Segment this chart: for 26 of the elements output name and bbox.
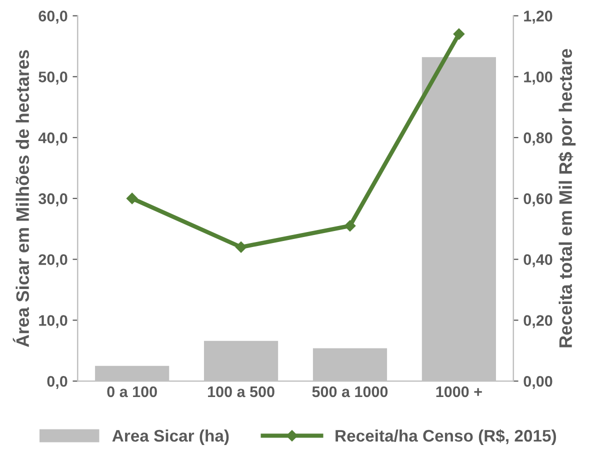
point: [235, 242, 247, 253]
y-tick-label: 50,0: [38, 72, 68, 85]
point: [344, 220, 356, 232]
x-tick-label: 500 a 1000: [312, 386, 388, 398]
x-tick-label: 0 a 100: [107, 386, 157, 398]
y2-tick-label: 0,00: [524, 376, 552, 389]
legend-label: Area Sicar (ha): [112, 429, 229, 446]
y-tick-label: 0,0: [47, 376, 68, 389]
y2-tick-label: 0,80: [524, 132, 552, 146]
y-tick-label: 20,0: [38, 254, 68, 268]
y2-tick-label: 0,20: [524, 315, 552, 328]
y-tick-label: 10,0: [39, 315, 68, 328]
point: [453, 28, 465, 40]
y-tick-label: 30,0: [38, 193, 68, 206]
y-axis-title: Área Sicar em Milhões de hectares: [12, 50, 30, 348]
y2-axis-title: Receita total em Mil R$ por hectare: [558, 49, 576, 348]
point: [126, 192, 138, 204]
x-tick-label: 1000 +: [436, 386, 482, 398]
y2-tick-label: 0,40: [524, 254, 552, 268]
x-tick-label: 100 a 500: [208, 386, 274, 398]
y-tick-label: 60,0: [38, 10, 68, 24]
y2-tick-label: 0,60: [524, 193, 552, 206]
legend-label: Receita/ha Censo (R$, 2015): [336, 429, 556, 446]
y2-tick-label: 1,00: [524, 72, 552, 85]
y2-tick-label: 1,20: [524, 10, 552, 24]
y-tick-label: 40,0: [38, 132, 68, 146]
